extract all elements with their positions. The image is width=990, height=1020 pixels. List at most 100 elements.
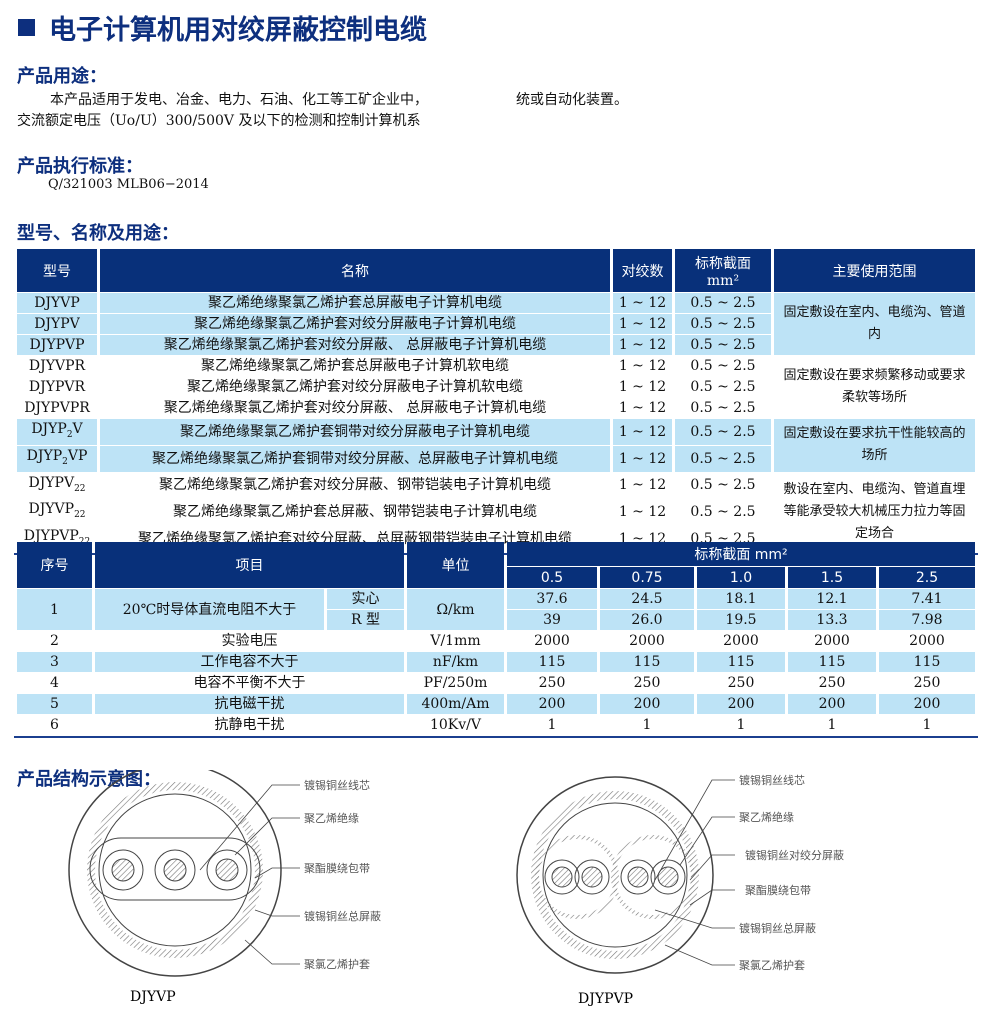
table-row: DJYPVR 聚乙烯绝缘聚氯乙烯护套对绞分屏蔽电子计算机软电缆 1 ~ 12 0.5 … <box>17 377 975 397</box>
djypvp-cross-section-diagram <box>516 776 735 974</box>
section-cell: 0.5 ~ 2.5 <box>690 477 756 494</box>
sub-label-cell: 实心 <box>327 589 404 609</box>
unit-cell: PF/250m <box>423 675 488 691</box>
col-section-label: 标称截面 <box>695 255 751 272</box>
page-title: 电子计算机用对绞屏蔽控制电缆 <box>18 8 427 47</box>
model-subscript: 2 <box>62 456 68 467</box>
name-cell: 聚乙烯绝缘聚氯乙烯护套铜带对绞分屏蔽电子计算机电缆 <box>100 419 610 445</box>
model-cell: DJYPV <box>17 314 97 334</box>
no-cell: 4 <box>50 675 59 691</box>
table-row: 4 电容不平衡不大于 PF/250m 250 250 250 250 250 <box>17 673 975 693</box>
value-cell: 26.0 <box>600 610 694 630</box>
section-cell: 0.5 ~ 2.5 <box>675 335 771 355</box>
value-cell: 2000 <box>909 633 945 649</box>
table-row: 5 抗电磁干扰 400m/Am 200 200 200 200 200 <box>17 694 975 714</box>
table-row: 3 工作电容不大于 nF/km 115 115 115 115 115 <box>17 652 975 672</box>
unit-cell: V/1mm <box>430 633 481 649</box>
name-cell: 聚乙烯绝缘聚氯乙烯护套对绞分屏蔽、 总屏蔽电子计算机电缆 <box>163 400 547 416</box>
value-cell: 19.5 <box>697 610 785 630</box>
usage-cell: 固定敷设在要求抗干性能较高的场所 <box>774 419 975 472</box>
value-cell: 39 <box>507 610 597 630</box>
djyvp-cross-section-diagram <box>68 770 300 977</box>
section-cell: 0.5 ~ 2.5 <box>690 358 756 374</box>
value-cell: 115 <box>788 652 876 672</box>
model-subscript: 22 <box>79 537 90 547</box>
right-label-4: 镀锡铜丝总屏蔽 <box>739 921 816 935</box>
model-code: DJYPVR <box>28 379 86 395</box>
section-cell: 0.5 ~ 2.5 <box>675 293 771 313</box>
pairs-cell: 1 ~ 12 <box>618 504 667 521</box>
title-square-icon <box>18 19 35 36</box>
value-cell: 250 <box>633 675 661 691</box>
title-text: 电子计算机用对绞屏蔽控制电缆 <box>49 15 427 46</box>
name-cell: 聚乙烯绝缘聚氯乙烯护套总屏蔽电子计算机软电缆 <box>201 358 509 374</box>
value-cell: 115 <box>507 652 597 672</box>
section-header: 1.0 <box>697 567 785 588</box>
model-cell: DJYPVPR <box>17 398 97 418</box>
unit-cell: 400m/Am <box>407 694 504 714</box>
value-cell: 200 <box>697 694 785 714</box>
table-row: 2 实验电压 V/1mm 2000 2000 2000 2000 2000 <box>17 631 975 651</box>
left-label-0: 镀锡铜丝线芯 <box>304 778 370 792</box>
value-cell: 18.1 <box>697 589 785 609</box>
pairs-cell: 1 ~ 12 <box>613 445 672 472</box>
value-cell: 12.1 <box>788 589 876 609</box>
item-cell: 实验电压 <box>221 633 278 649</box>
model-cell: DJYVPR <box>17 356 97 376</box>
structure-diagrams: 镀锡铜丝线芯 聚乙烯绝缘 聚酯膜绕包带 镀锡铜丝总屏蔽 聚氯乙烯护套 镀锡铜丝线… <box>68 770 844 1007</box>
col-usage: 主要使用范围 <box>774 249 975 292</box>
section-cell: 0.5 ~ 2.5 <box>675 314 771 334</box>
item-cell: 20℃时导体直流电阻不大于 <box>95 589 324 630</box>
model-code: DJYVPR <box>28 358 86 374</box>
no-cell: 2 <box>50 633 59 649</box>
table-row: DJYVP22 聚乙烯绝缘聚氯乙烯护套总屏蔽、钢带铠装电子计算机电缆 1 ~ 12 0… <box>17 499 975 525</box>
model-cell: DJYPVR <box>17 377 97 397</box>
no-cell: 1 <box>17 589 92 630</box>
value-cell: 1 <box>642 717 652 733</box>
value-cell: 2000 <box>723 633 759 649</box>
model-code: DJYPVP <box>29 337 85 353</box>
pairs-cell: 1 ~ 12 <box>613 314 672 334</box>
pairs-cell: 1 ~ 12 <box>618 358 667 374</box>
model-cell: DJYP2V <box>17 419 97 445</box>
section-header: 0.5 <box>507 567 597 588</box>
item-cell: 抗电磁干扰 <box>95 694 404 714</box>
left-caption: DJYVP <box>130 989 176 1005</box>
standard-heading: 产品执行标准： <box>17 156 143 177</box>
pairs-cell: 1 ~ 12 <box>613 419 672 445</box>
standard-value: Q/321003 MLB06−2014 <box>48 177 209 192</box>
unit-cell: 10Kv/V <box>429 717 481 733</box>
value-cell: 2000 <box>814 633 850 649</box>
no-cell: 5 <box>17 694 92 714</box>
model-code: DJYVP <box>34 295 80 311</box>
value-cell: 200 <box>600 694 694 714</box>
col-sections: 标称截面 mm² <box>507 542 975 566</box>
section-header: 1.5 <box>788 567 876 588</box>
models-heading: 型号、名称及用途： <box>17 223 179 244</box>
value-cell: 2000 <box>534 633 570 649</box>
usage-cell: 敷设在室内、电缆沟、管道直埋等能承受较大机械压力拉力等固定场合 <box>783 482 966 542</box>
value-cell: 115 <box>600 652 694 672</box>
model-subscript: 22 <box>74 483 86 494</box>
col-name: 名称 <box>100 249 610 292</box>
value-cell: 7.98 <box>879 610 975 630</box>
model-subscript: 2 <box>66 429 73 440</box>
unit-cell: nF/km <box>407 652 504 672</box>
left-label-4: 聚氯乙烯护套 <box>304 957 370 971</box>
name-cell: 聚乙烯绝缘聚氯乙烯护套总屏蔽电子计算机电缆 <box>100 293 610 313</box>
model-cell: DJYPVP <box>17 335 97 355</box>
right-label-0: 镀锡铜丝线芯 <box>739 773 805 787</box>
model-subscript: 22 <box>74 510 86 521</box>
unit-cell: Ω/km <box>407 589 504 630</box>
pairs-cell: 1 ~ 12 <box>618 379 667 395</box>
no-cell: 6 <box>50 717 59 733</box>
value-cell: 1 <box>736 717 746 733</box>
name-cell: 聚乙烯绝缘聚氯乙烯护套对绞分屏蔽、 总屏蔽电子计算机电缆 <box>100 335 610 355</box>
pairs-cell: 1 ~ 12 <box>613 335 672 355</box>
value-cell: 7.41 <box>879 589 975 609</box>
usage-line-1: 本产品适用于发电、冶金、电力、石油、化工等工矿企业中， <box>50 92 428 108</box>
value-cell: 200 <box>788 694 876 714</box>
model-cell: DJYPV22 <box>17 473 97 499</box>
value-cell: 1 <box>547 717 557 733</box>
value-cell: 200 <box>879 694 975 714</box>
